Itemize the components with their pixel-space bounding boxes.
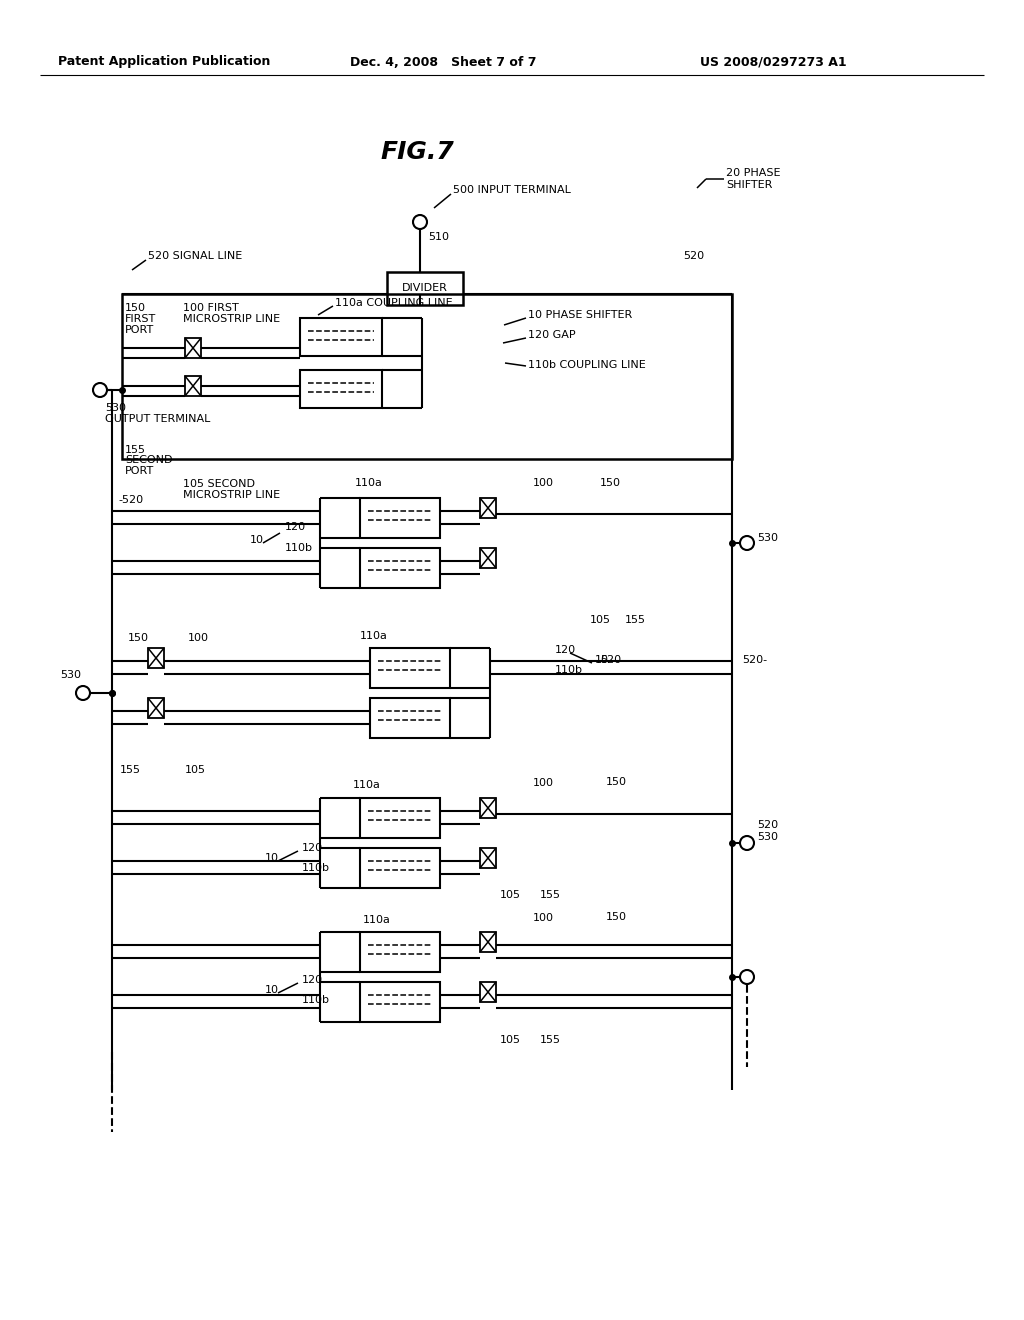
Bar [480,498,496,517]
Text: MICROSTRIP LINE: MICROSTRIP LINE [183,490,281,500]
Bar [480,847,496,869]
Text: 105: 105 [590,615,611,624]
Circle shape [740,536,754,550]
Text: Patent Application Publication: Patent Application Publication [58,55,270,69]
Bar [480,799,496,818]
Circle shape [740,970,754,983]
Text: 150: 150 [125,304,146,313]
Text: US 2008/0297273 A1: US 2008/0297273 A1 [700,55,847,69]
Text: 520-: 520- [742,655,767,665]
Text: 500 INPUT TERMINAL: 500 INPUT TERMINAL [453,185,570,195]
Text: FIRST: FIRST [125,314,157,323]
Text: 110a: 110a [362,915,391,925]
Text: 510: 510 [428,232,449,242]
Text: 520: 520 [683,251,705,261]
Bar [185,376,201,396]
Circle shape [76,686,90,700]
Text: -520: -520 [118,495,143,506]
Text: 150: 150 [606,912,627,921]
Text: 120: 120 [285,521,306,532]
Text: 100: 100 [534,913,554,923]
Circle shape [93,383,106,397]
Text: 120: 120 [302,843,324,853]
Text: 110b: 110b [285,543,313,553]
Text: 110b: 110b [302,995,330,1005]
Bar [370,648,450,688]
Text: 110a: 110a [355,478,383,488]
Bar [300,318,382,356]
Text: 110b COUPLING LINE: 110b COUPLING LINE [528,360,646,370]
Text: 530: 530 [60,671,81,680]
Text: 150: 150 [128,634,150,643]
Bar [148,698,164,718]
Text: SECOND: SECOND [125,455,172,465]
Text: 10: 10 [265,985,279,995]
Text: 100: 100 [534,478,554,488]
Text: SHIFTER: SHIFTER [726,180,772,190]
Text: 110a COUPLING LINE: 110a COUPLING LINE [335,298,453,308]
Circle shape [413,215,427,228]
Text: 110a: 110a [353,780,381,789]
Bar [480,932,496,952]
Text: 520 SIGNAL LINE: 520 SIGNAL LINE [148,251,243,261]
Text: 20 PHASE: 20 PHASE [726,168,780,178]
Bar [370,698,450,738]
Text: 105 SECOND: 105 SECOND [183,479,255,488]
Text: 105: 105 [500,890,521,900]
Text: 530: 530 [105,403,126,413]
Text: 10: 10 [265,853,279,863]
Text: 10 PHASE SHIFTER: 10 PHASE SHIFTER [528,310,632,319]
Text: 105: 105 [185,766,206,775]
Text: 100 FIRST: 100 FIRST [183,304,239,313]
Text: DIVIDER: DIVIDER [402,282,447,293]
Text: 105: 105 [500,1035,521,1045]
Text: 530: 530 [757,832,778,842]
Text: 110b: 110b [302,863,330,873]
Bar [122,294,732,459]
Text: FIG.7: FIG.7 [380,140,454,164]
Bar [300,370,382,408]
Text: Dec. 4, 2008   Sheet 7 of 7: Dec. 4, 2008 Sheet 7 of 7 [350,55,537,69]
Text: OUTPUT TERMINAL: OUTPUT TERMINAL [105,414,210,424]
Text: 530: 530 [757,533,778,543]
Text: 155: 155 [125,445,146,455]
Text: 150: 150 [600,478,621,488]
Text: MICROSTRIP LINE: MICROSTRIP LINE [183,314,281,323]
Text: 100: 100 [188,634,209,643]
Bar [360,847,440,888]
Text: PORT: PORT [125,325,155,335]
Text: 110b: 110b [555,665,583,675]
Text: 155: 155 [120,766,141,775]
Bar [387,272,463,305]
Bar [480,982,496,1002]
Text: 155: 155 [625,615,646,624]
Text: 120 GAP: 120 GAP [528,330,575,341]
Text: 155: 155 [540,890,561,900]
Text: 520: 520 [757,820,778,830]
Bar [185,338,201,358]
Bar [360,799,440,838]
Text: 150: 150 [606,777,627,787]
Bar [480,548,496,568]
Text: 100: 100 [534,777,554,788]
Bar [360,982,440,1022]
Text: 155: 155 [540,1035,561,1045]
Bar [360,498,440,539]
Text: 120: 120 [302,975,324,985]
Bar [148,648,164,668]
Text: 10: 10 [250,535,264,545]
Text: PORT: PORT [125,466,155,477]
Text: 520: 520 [600,655,622,665]
Text: 10: 10 [595,655,609,665]
Text: 120: 120 [555,645,577,655]
Text: 110a: 110a [360,631,388,642]
Bar [360,548,440,587]
Bar [360,932,440,972]
Circle shape [740,836,754,850]
